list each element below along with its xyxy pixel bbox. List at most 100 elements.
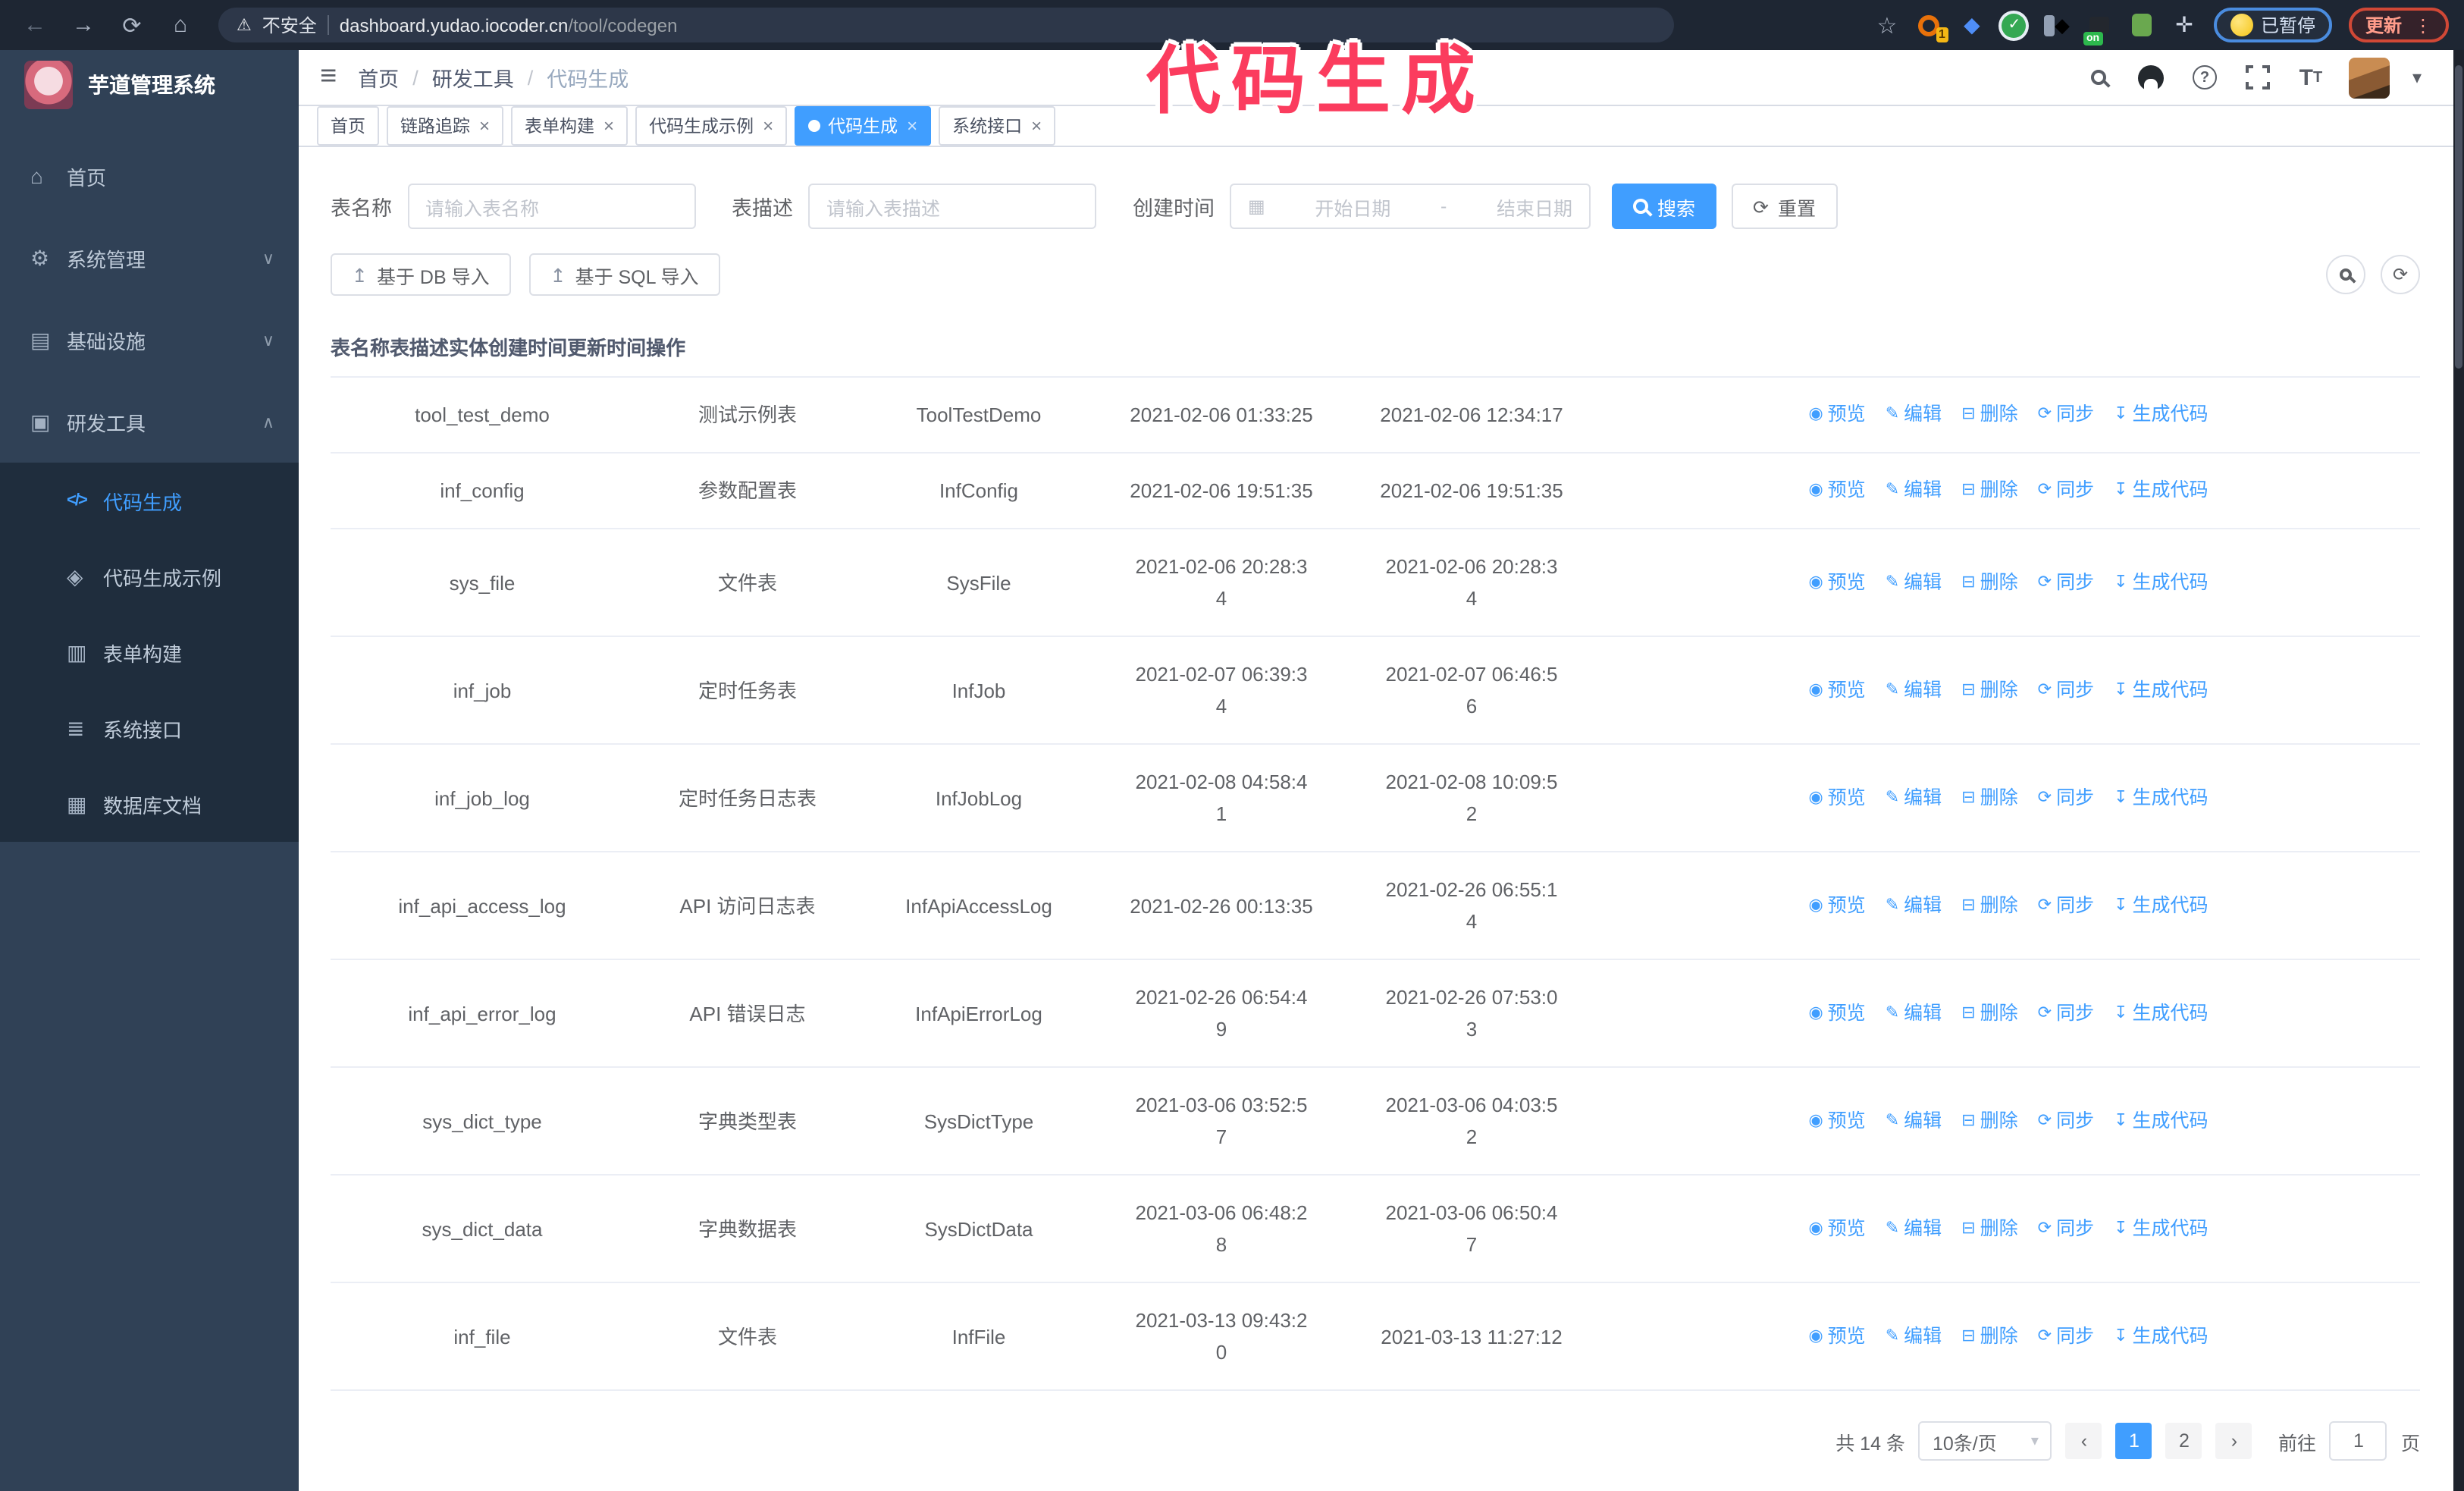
tab[interactable]: 首页 xyxy=(317,106,379,146)
delete-link[interactable]: 删除 xyxy=(1961,674,2018,706)
tab[interactable]: 代码生成 xyxy=(795,106,932,146)
preview-link[interactable]: 预览 xyxy=(1808,399,1866,431)
import-sql-button[interactable]: 基于 SQL 导入 xyxy=(528,253,720,296)
help-icon[interactable]: ? xyxy=(2190,62,2220,93)
sidebar-item[interactable]: 首页 xyxy=(0,135,299,217)
extension-green2-icon[interactable] xyxy=(2129,12,2155,38)
forward-icon[interactable] xyxy=(64,12,103,38)
edit-link[interactable]: 编辑 xyxy=(1886,567,1942,598)
preview-link[interactable]: 预览 xyxy=(1808,782,1866,814)
extension-green-check-icon[interactable] xyxy=(2002,12,2027,38)
edit-link[interactable]: 编辑 xyxy=(1886,674,1942,706)
page-button[interactable]: 1 xyxy=(2115,1423,2152,1459)
delete-link[interactable]: 删除 xyxy=(1961,997,2018,1029)
generate-code-link[interactable]: 生成代码 xyxy=(2114,1105,2209,1137)
sidebar-item[interactable]: 基础设施 ∨ xyxy=(0,299,299,381)
preview-link[interactable]: 预览 xyxy=(1808,1213,1866,1245)
preview-link[interactable]: 预览 xyxy=(1808,567,1866,598)
generate-code-link[interactable]: 生成代码 xyxy=(2114,1213,2209,1245)
sidebar-item[interactable]: 系统管理 ∨ xyxy=(0,217,299,299)
github-icon[interactable] xyxy=(2136,62,2167,93)
tab[interactable]: 系统接口 xyxy=(939,106,1056,146)
generate-code-link[interactable]: 生成代码 xyxy=(2114,567,2209,598)
browser-menu-icon[interactable] xyxy=(2414,14,2432,36)
preview-link[interactable]: 预览 xyxy=(1808,997,1866,1029)
tab[interactable]: 代码生成示例 xyxy=(635,106,788,146)
extension-orange-icon[interactable]: 1 xyxy=(1917,12,1948,42)
preview-link[interactable]: 预览 xyxy=(1808,475,1866,507)
sidebar-subitem[interactable]: 表单构建 xyxy=(0,614,299,690)
preview-link[interactable]: 预览 xyxy=(1808,890,1866,921)
edit-link[interactable]: 编辑 xyxy=(1886,890,1942,921)
search-icon[interactable] xyxy=(2083,62,2114,93)
toggle-search-button[interactable] xyxy=(2326,255,2365,294)
prev-page-button[interactable]: ‹ xyxy=(2065,1423,2102,1459)
sync-link[interactable]: 同步 xyxy=(2038,567,2094,598)
delete-link[interactable]: 删除 xyxy=(1961,1320,2018,1352)
import-db-button[interactable]: 基于 DB 导入 xyxy=(331,253,511,296)
sidebar-subitem[interactable]: 数据库文档 xyxy=(0,766,299,842)
next-page-button[interactable]: › xyxy=(2215,1423,2252,1459)
close-icon[interactable] xyxy=(479,115,490,137)
close-icon[interactable] xyxy=(907,115,917,137)
breadcrumb-home[interactable]: 首页 xyxy=(358,68,400,91)
date-range-input[interactable]: 开始日期 - 结束日期 xyxy=(1230,184,1591,229)
table-desc-input[interactable]: 请输入表描述 xyxy=(808,184,1096,229)
generate-code-link[interactable]: 生成代码 xyxy=(2114,997,2209,1029)
fullscreen-icon[interactable] xyxy=(2243,62,2273,93)
extension-diamond-icon[interactable] xyxy=(1959,12,1985,38)
sidebar-subitem[interactable]: 代码生成示例 xyxy=(0,538,299,614)
url-bar[interactable]: 不安全 dashboard.yudao.iocoder.cn/tool/code… xyxy=(218,8,1674,42)
profile-paused-badge[interactable]: 已暂停 xyxy=(2213,8,2332,42)
refresh-table-button[interactable] xyxy=(2381,255,2420,294)
tab[interactable]: 表单构建 xyxy=(511,106,629,146)
generate-code-link[interactable]: 生成代码 xyxy=(2114,399,2209,431)
sync-link[interactable]: 同步 xyxy=(2038,399,2094,431)
reset-button[interactable]: 重置 xyxy=(1732,184,1838,229)
delete-link[interactable]: 删除 xyxy=(1961,1105,2018,1137)
preview-link[interactable]: 预览 xyxy=(1808,1320,1866,1352)
back-icon[interactable] xyxy=(15,12,55,38)
sync-link[interactable]: 同步 xyxy=(2038,1213,2094,1245)
sidebar-subitem[interactable]: 代码生成 xyxy=(0,463,299,538)
edit-link[interactable]: 编辑 xyxy=(1886,1105,1942,1137)
goto-page-input[interactable]: 1 xyxy=(2329,1421,2387,1461)
sidebar-subitem[interactable]: 系统接口 xyxy=(0,690,299,766)
close-icon[interactable] xyxy=(1031,115,1042,137)
table-name-input[interactable]: 请输入表名称 xyxy=(407,184,695,229)
edit-link[interactable]: 编辑 xyxy=(1886,475,1942,507)
sync-link[interactable]: 同步 xyxy=(2038,674,2094,706)
sync-link[interactable]: 同步 xyxy=(2038,782,2094,814)
reload-icon[interactable] xyxy=(112,11,152,39)
sync-link[interactable]: 同步 xyxy=(2038,890,2094,921)
user-avatar[interactable] xyxy=(2348,57,2390,98)
caret-down-icon[interactable] xyxy=(2412,67,2422,88)
close-icon[interactable] xyxy=(763,115,773,137)
extension-grid-icon[interactable] xyxy=(2043,12,2070,38)
edit-link[interactable]: 编辑 xyxy=(1886,1213,1942,1245)
window-scrollbar[interactable] xyxy=(2453,50,2464,1491)
generate-code-link[interactable]: 生成代码 xyxy=(2114,1320,2209,1352)
scrollbar-thumb[interactable] xyxy=(2455,65,2462,369)
delete-link[interactable]: 删除 xyxy=(1961,567,2018,598)
edit-link[interactable]: 编辑 xyxy=(1886,997,1942,1029)
edit-link[interactable]: 编辑 xyxy=(1886,1320,1942,1352)
extension-on-icon[interactable]: on xyxy=(2083,12,2112,46)
sidebar-logo-row[interactable]: 芋道管理系统 xyxy=(0,50,299,120)
sync-link[interactable]: 同步 xyxy=(2038,475,2094,507)
delete-link[interactable]: 删除 xyxy=(1961,890,2018,921)
close-icon[interactable] xyxy=(603,115,614,137)
home-browser-icon[interactable] xyxy=(161,12,200,38)
delete-link[interactable]: 删除 xyxy=(1961,399,2018,431)
generate-code-link[interactable]: 生成代码 xyxy=(2114,782,2209,814)
delete-link[interactable]: 删除 xyxy=(1961,475,2018,507)
tab[interactable]: 链路追踪 xyxy=(387,106,504,146)
edit-link[interactable]: 编辑 xyxy=(1886,399,1942,431)
preview-link[interactable]: 预览 xyxy=(1808,674,1866,706)
edit-link[interactable]: 编辑 xyxy=(1886,782,1942,814)
delete-link[interactable]: 删除 xyxy=(1961,1213,2018,1245)
generate-code-link[interactable]: 生成代码 xyxy=(2114,674,2209,706)
breadcrumb-tools[interactable]: 研发工具 xyxy=(431,68,514,91)
bookmark-star-icon[interactable] xyxy=(1874,12,1900,38)
